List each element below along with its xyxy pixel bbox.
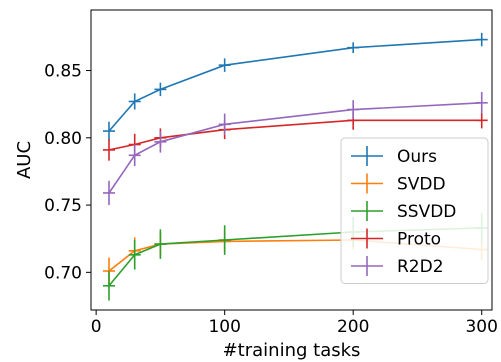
legend-item-proto: Proto xyxy=(351,228,441,250)
legend-item-r2d2: R2D2 xyxy=(351,256,444,277)
series-line xyxy=(108,38,482,132)
legend-item-svdd: SVDD xyxy=(351,173,446,195)
x-axis: 0 100 200 300 xyxy=(91,310,498,337)
x-tick-label: 300 xyxy=(465,317,497,337)
y-tick-label: 0.75 xyxy=(44,196,82,216)
series-r2d2 xyxy=(102,92,488,206)
legend-item-ssvdd: SSVDD xyxy=(351,201,456,222)
x-tick-label: 100 xyxy=(208,317,240,337)
plot-frame xyxy=(90,9,493,311)
x-tick-label: 0 xyxy=(91,317,102,337)
x-axis-title: #training tasks xyxy=(223,340,361,361)
y-axis-title: AUC xyxy=(14,141,35,179)
legend-label: SVDD xyxy=(397,175,446,195)
legend-label: Ours xyxy=(397,147,437,167)
legend-label: SSVDD xyxy=(397,202,456,222)
legend-label: R2D2 xyxy=(397,257,444,277)
legend-box xyxy=(340,137,489,284)
x-tick-label: 200 xyxy=(337,317,369,337)
legend-item-ours: Ours xyxy=(351,146,437,167)
y-tick-label: 0.85 xyxy=(44,62,82,82)
legend-label: Proto xyxy=(397,230,441,250)
y-tick-label: 0.80 xyxy=(44,129,82,149)
y-axis: 0.70 0.75 0.80 0.85 xyxy=(44,62,91,283)
series-ours xyxy=(102,32,488,141)
series-line xyxy=(108,102,482,194)
y-tick-label: 0.70 xyxy=(44,263,82,283)
legend: Ours SVDD SSVDD Proto R2D2 xyxy=(340,137,489,284)
